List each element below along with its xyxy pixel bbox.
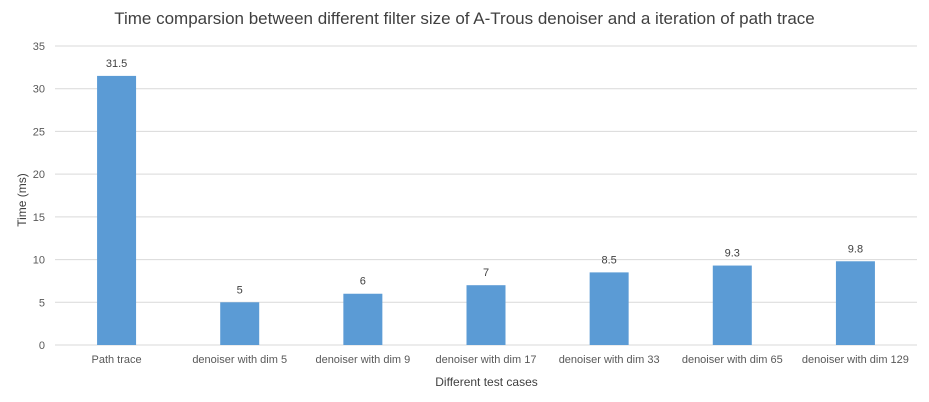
- y-tick-label: 25: [33, 126, 45, 138]
- y-tick-label: 20: [33, 169, 45, 181]
- x-tick-label: denoiser with dim 5: [192, 354, 287, 366]
- bar: [835, 261, 875, 345]
- data-label: 9.3: [725, 248, 740, 260]
- bars: [97, 75, 875, 346]
- x-tick-label: Path trace: [92, 354, 142, 366]
- x-tick-label: denoiser with dim 9: [315, 354, 410, 366]
- y-axis-ticks: 0 5 10 15 20 25 30 35: [33, 41, 45, 352]
- x-tick-label: denoiser with dim 65: [682, 354, 783, 366]
- y-tick-label: 0: [39, 340, 45, 352]
- x-tick-label: denoiser with dim 33: [559, 354, 660, 366]
- x-tick-label: denoiser with dim 17: [436, 354, 537, 366]
- bar: [343, 293, 383, 345]
- bar: [589, 272, 629, 345]
- chart-title: Time comparsion between different filter…: [114, 9, 815, 28]
- x-tick-label: denoiser with dim 129: [802, 354, 909, 366]
- data-label: 8.5: [601, 254, 616, 266]
- bar: [466, 285, 506, 345]
- y-tick-label: 5: [39, 297, 45, 309]
- bar: [97, 75, 137, 346]
- data-labels: 31.5 5 6 7 8.5 9.3 9.8: [106, 58, 863, 296]
- bar: [220, 302, 260, 345]
- y-tick-label: 30: [33, 84, 45, 96]
- data-label: 5: [237, 284, 243, 296]
- gridlines: [55, 45, 917, 346]
- bar: [712, 265, 752, 345]
- x-axis-ticks: Path trace denoiser with dim 5 denoiser wi…: [92, 354, 909, 366]
- y-tick-label: 15: [33, 212, 45, 224]
- data-label: 6: [360, 276, 366, 288]
- y-tick-label: 35: [33, 41, 45, 53]
- data-label: 7: [483, 267, 489, 279]
- y-tick-label: 10: [33, 255, 45, 267]
- x-axis-title: Different test cases: [435, 375, 538, 389]
- data-label: 9.8: [848, 243, 863, 255]
- data-label: 31.5: [106, 58, 127, 70]
